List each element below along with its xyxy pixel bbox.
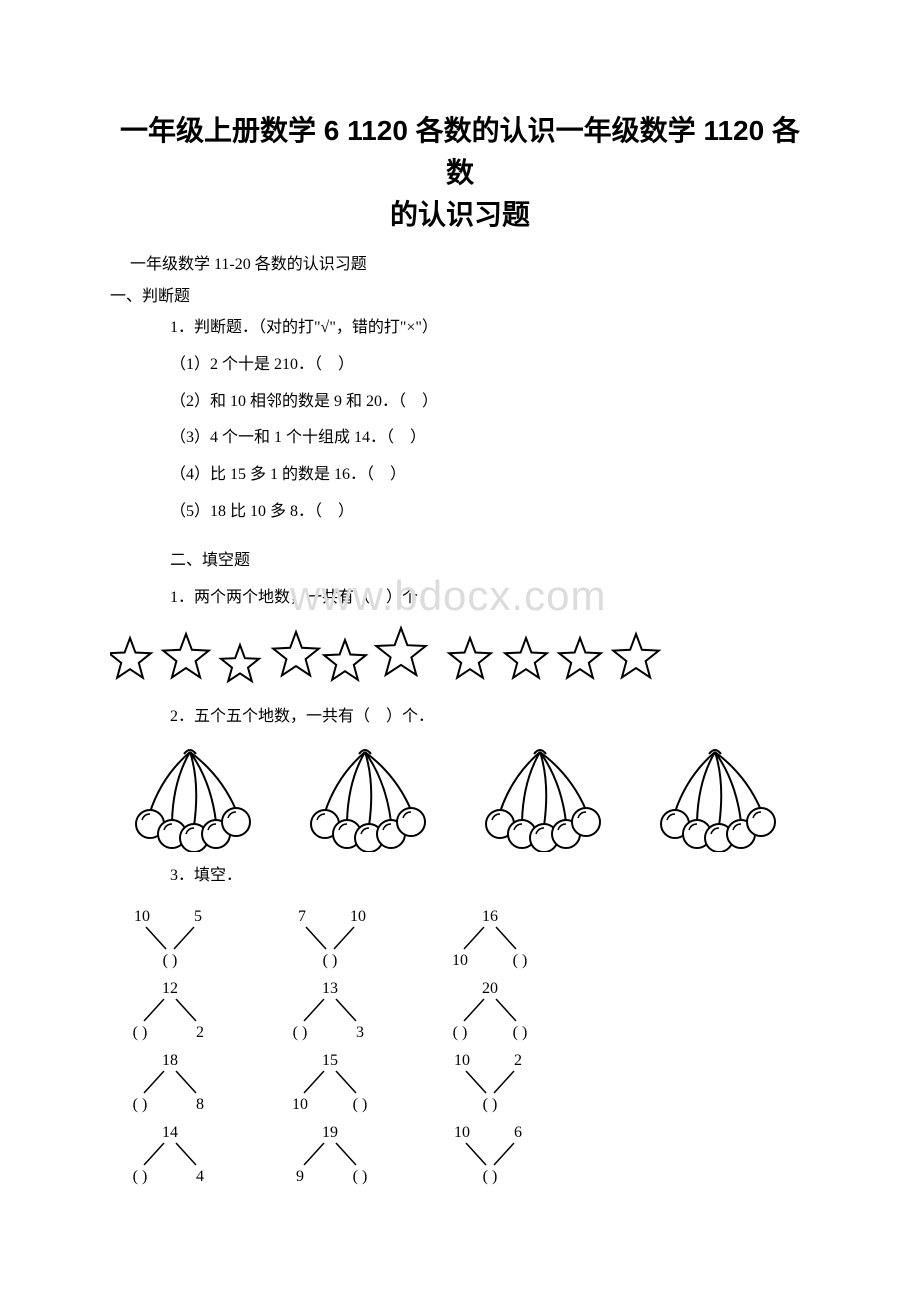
svg-text:( ): ( ) xyxy=(353,1096,368,1113)
q1-item-1: （1）2 个十是 210．（ ） xyxy=(170,351,810,380)
svg-text:2: 2 xyxy=(514,1052,522,1069)
q1-item-5: （5）18 比 10 多 8．（ ） xyxy=(170,498,810,527)
svg-text:( ): ( ) xyxy=(133,1024,148,1041)
cherries-figure xyxy=(110,742,810,852)
svg-text:10: 10 xyxy=(134,908,150,925)
svg-text:( ): ( ) xyxy=(163,952,178,969)
q1-item-3: （3）4 个一和 1 个十组成 14．（ ） xyxy=(170,424,810,453)
svg-text:( ): ( ) xyxy=(323,952,338,969)
svg-text:6: 6 xyxy=(514,1124,522,1141)
stars-figure xyxy=(110,620,810,695)
svg-text:( ): ( ) xyxy=(293,1024,308,1041)
stars-svg xyxy=(110,620,670,690)
page-title: 一年级上册数学 6 1120 各数的认识一年级数学 1120 各数 的认识习题 xyxy=(110,110,810,236)
svg-text:10: 10 xyxy=(292,1096,308,1113)
title-line-1: 一年级上册数学 6 1120 各数的认识一年级数学 1120 各数 xyxy=(120,115,800,188)
svg-text:16: 16 xyxy=(482,908,498,925)
q1-item-2: （2）和 10 相邻的数是 9 和 20．（ ） xyxy=(170,388,810,417)
svg-text:7: 7 xyxy=(298,908,306,925)
svg-text:9: 9 xyxy=(296,1168,304,1185)
section-1-heading: 一、判断题 xyxy=(110,282,810,306)
svg-text:( ): ( ) xyxy=(513,952,528,969)
section-2-heading: 二、填空题 xyxy=(170,547,810,576)
worksheet-page: 一年级上册数学 6 1120 各数的认识一年级数学 1120 各数 的认识习题 … xyxy=(0,0,920,1244)
q2-2-stem: 2．五个五个地数，一共有（ ）个． xyxy=(170,703,810,732)
number-bonds-figure: 10 5 ( ) 7 10 ( ) 16 10 ( ) 12 ( ) 2 13 ( ) 3 20 ( ) ( ) 1… xyxy=(110,899,810,1204)
svg-text:13: 13 xyxy=(322,980,338,997)
svg-text:( ): ( ) xyxy=(133,1168,148,1185)
svg-text:14: 14 xyxy=(162,1124,178,1141)
svg-text:( ): ( ) xyxy=(453,1024,468,1041)
svg-text:10: 10 xyxy=(454,1052,470,1069)
svg-text:10: 10 xyxy=(454,1124,470,1141)
title-line-2: 的认识习题 xyxy=(390,199,530,230)
svg-text:10: 10 xyxy=(350,908,366,925)
svg-text:15: 15 xyxy=(322,1052,338,1069)
svg-text:2: 2 xyxy=(196,1024,204,1041)
svg-text:5: 5 xyxy=(194,908,202,925)
cherries-svg xyxy=(110,742,810,852)
svg-text:10: 10 xyxy=(452,952,468,969)
svg-text:( ): ( ) xyxy=(513,1024,528,1041)
svg-text:20: 20 xyxy=(482,980,498,997)
q2-3-stem: 3．填空． xyxy=(170,862,810,891)
svg-text:12: 12 xyxy=(162,980,178,997)
q1-item-4: （4）比 15 多 1 的数是 16．（ ） xyxy=(170,461,810,490)
svg-text:3: 3 xyxy=(356,1024,364,1041)
svg-text:( ): ( ) xyxy=(483,1096,498,1113)
svg-text:( ): ( ) xyxy=(483,1168,498,1185)
q2-1-stem: 1．两个两个地数，一共有（ ）个． xyxy=(170,584,810,613)
svg-text:19: 19 xyxy=(322,1124,338,1141)
q2-1-row: 1．两个两个地数，一共有（ ）个． www.bdocx.com xyxy=(130,584,810,613)
bonds-svg: 10 5 ( ) 7 10 ( ) 16 10 ( ) 12 ( ) 2 13 ( ) 3 20 ( ) ( ) 1… xyxy=(110,899,630,1199)
svg-text:( ): ( ) xyxy=(133,1096,148,1113)
subtitle: 一年级数学 11-20 各数的认识习题 xyxy=(130,250,810,274)
q1-stem: 1．判断题．（对的打"√"，错的打"×"） xyxy=(170,314,810,343)
svg-text:18: 18 xyxy=(162,1052,178,1069)
svg-text:( ): ( ) xyxy=(353,1168,368,1185)
svg-text:4: 4 xyxy=(196,1168,204,1185)
svg-text:8: 8 xyxy=(196,1096,204,1113)
